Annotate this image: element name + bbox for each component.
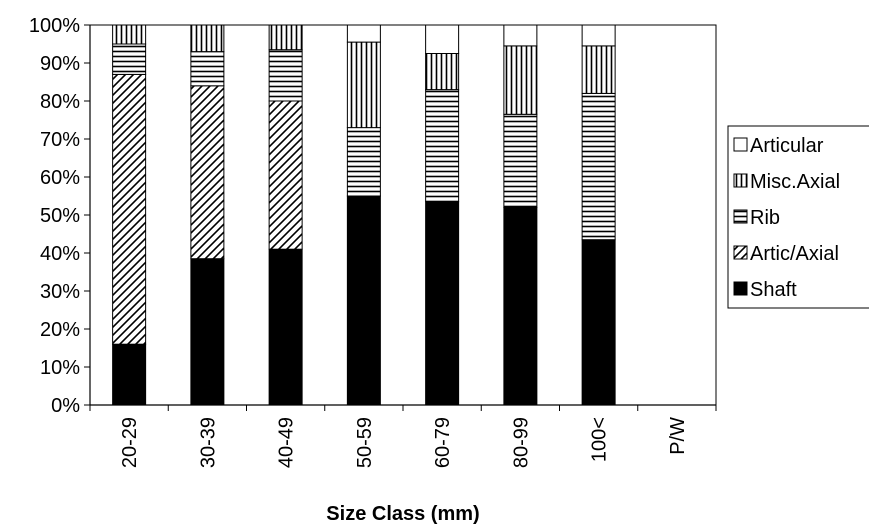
bar-segment-rib-3039 [190, 51, 225, 87]
legend-box [727, 125, 869, 309]
bar-segment-shaft-3039 [190, 258, 225, 406]
legend-swatch-rib [733, 209, 748, 224]
axes: 0% 10% 20% 30% 40% 50% 60% 70% 80% 90% 100% 20-29 30… [29, 15, 717, 525]
y-tick-label: 100% [29, 15, 80, 37]
bar-segment-artic-axial-4049 [268, 100, 303, 250]
bar-segment-shaft-2029 [112, 343, 147, 406]
legend-swatch-articular [733, 137, 748, 152]
y-tick-label: 80% [40, 91, 80, 113]
y-tick-label: 60% [40, 167, 80, 189]
legend-label-artic-axial: Artic/Axial [750, 243, 839, 265]
x-tick-label: 40-49 [276, 417, 298, 468]
y-tick-label: 0% [51, 395, 80, 417]
x-tick-label: 30-39 [197, 417, 219, 468]
plot-frame [89, 24, 717, 406]
legend-label-rib: Rib [750, 207, 780, 229]
bar-segment-misc-axial-6079 [425, 53, 460, 91]
plot-area [89, 24, 717, 406]
y-tick-label: 90% [40, 53, 80, 75]
legend-swatch-misc-axial [733, 173, 748, 188]
bar-segment-shaft-100 [581, 239, 616, 406]
bar-segment-misc-axial-4049 [268, 24, 303, 51]
y-tick-label: 30% [40, 281, 80, 303]
bar-segment-articular-8099 [503, 24, 538, 47]
y-tick-label: 50% [40, 205, 80, 227]
bar-segment-shaft-5059 [346, 195, 381, 406]
bar-segment-articular-100 [581, 24, 616, 47]
x-axis-title: Size Class (mm) [326, 503, 479, 525]
bar-segment-misc-axial-100 [581, 45, 616, 94]
bar-segment-rib-100 [581, 92, 616, 241]
bar-segment-misc-axial-8099 [503, 45, 538, 115]
bar-segment-misc-axial-2029 [112, 24, 147, 45]
bar-segment-shaft-4049 [268, 248, 303, 406]
bar-segment-artic-axial-2029 [112, 73, 147, 345]
y-tick-label: 20% [40, 319, 80, 341]
y-tick-label: 40% [40, 243, 80, 265]
x-tick-label: 80-99 [510, 417, 532, 468]
y-tick-label: 10% [40, 357, 80, 379]
x-tick-label: P/W [667, 417, 689, 455]
bar-segment-rib-4049 [268, 49, 303, 102]
bar-segment-artic-axial-3039 [190, 85, 225, 260]
legend-swatch-shaft [733, 281, 748, 296]
legend-label-articular: Articular [750, 135, 824, 157]
legend-label-shaft: Shaft [750, 279, 797, 301]
legend-label-misc-axial: Misc.Axial [750, 171, 840, 193]
bar-segment-rib-8099 [503, 113, 538, 208]
legend-swatch-artic-axial [733, 245, 748, 260]
bar-segment-misc-axial-5059 [346, 41, 381, 129]
bar-segment-misc-axial-3039 [190, 24, 225, 53]
bars [112, 24, 616, 406]
bar-segment-shaft-6079 [425, 201, 460, 406]
bar-segment-rib-6079 [425, 89, 460, 203]
x-tick-label: 20-29 [119, 417, 141, 468]
bar-segment-rib-5059 [346, 127, 381, 197]
y-tick-label: 70% [40, 129, 80, 151]
x-tick-label: 60-79 [432, 417, 454, 468]
bar-segment-articular-6079 [425, 24, 460, 54]
x-tick-label: 50-59 [354, 417, 376, 468]
bar-segment-shaft-8099 [503, 206, 538, 406]
bar-segment-articular-5059 [346, 24, 381, 43]
x-tick-label: 100< [589, 417, 611, 462]
legend: Articular Misc.Axial Rib Artic/Axial Shaft [727, 125, 869, 309]
bar-segment-rib-2029 [112, 43, 147, 75]
